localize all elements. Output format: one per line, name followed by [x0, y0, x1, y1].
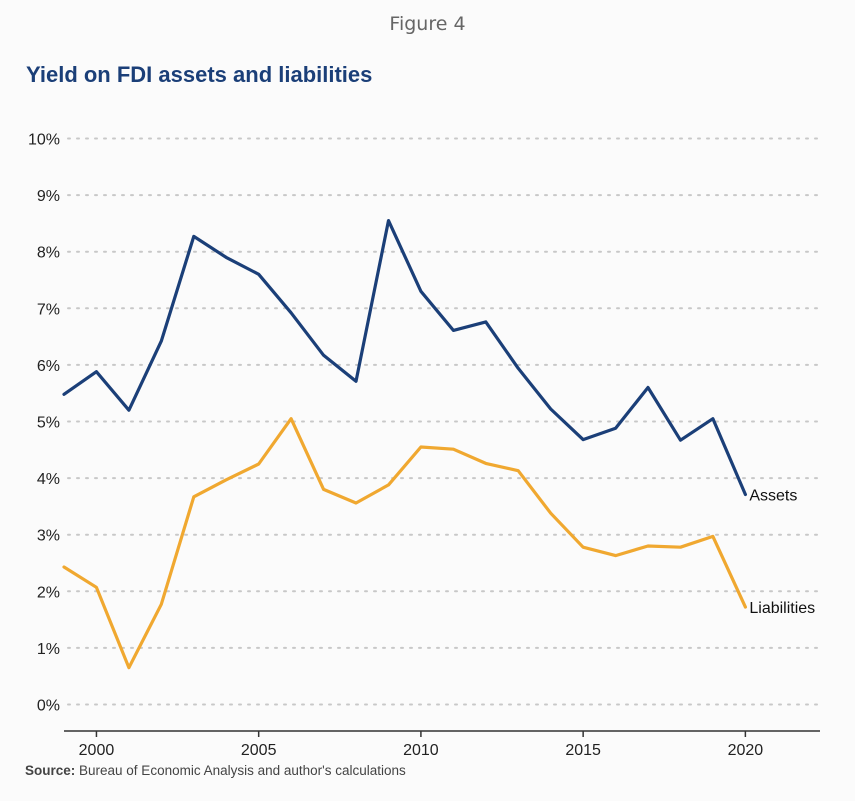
- series-line-liabilities: [62, 417, 748, 670]
- x-tick-label: 2015: [565, 742, 601, 759]
- data-point-assets: [387, 219, 390, 222]
- data-point-liabilities: [484, 462, 487, 465]
- data-point-assets: [484, 320, 487, 323]
- data-point-assets: [95, 370, 98, 373]
- data-point-liabilities: [322, 488, 325, 491]
- series-lines: [62, 219, 748, 670]
- y-axis-tick-labels: 0% 1% 2% 3% 4% 5% 6% 7% 8% 9% 10%: [28, 132, 60, 715]
- y-tick-label: 3%: [37, 528, 60, 545]
- data-point-liabilities: [225, 478, 228, 481]
- data-point-liabilities: [192, 495, 195, 498]
- y-tick-label: 0%: [37, 698, 60, 715]
- series-line-assets: [62, 219, 748, 497]
- data-point-liabilities: [614, 554, 617, 557]
- data-point-liabilities: [549, 512, 552, 515]
- data-point-liabilities: [62, 565, 65, 568]
- data-point-assets: [679, 439, 682, 442]
- x-tick-label: 2005: [241, 742, 277, 759]
- gridlines: [67, 137, 821, 706]
- data-point-assets: [192, 235, 195, 238]
- y-tick-label: 10%: [28, 132, 60, 149]
- source-label: Source:: [25, 763, 76, 778]
- source-text: Bureau of Economic Analysis and author's…: [75, 763, 406, 778]
- data-point-liabilities: [354, 501, 357, 504]
- data-point-assets: [614, 427, 617, 430]
- series-label-assets: Assets: [749, 488, 797, 505]
- x-tick-label: 2010: [403, 742, 439, 759]
- y-tick-label: 8%: [37, 245, 60, 262]
- data-point-liabilities: [679, 546, 682, 549]
- data-point-liabilities: [517, 469, 520, 472]
- y-tick-label: 2%: [37, 584, 60, 601]
- data-point-liabilities: [744, 606, 747, 609]
- data-point-assets: [127, 409, 130, 412]
- data-point-assets: [452, 329, 455, 332]
- data-point-liabilities: [452, 448, 455, 451]
- y-tick-label: 9%: [37, 188, 60, 205]
- data-point-assets: [257, 273, 260, 276]
- data-point-assets: [646, 386, 649, 389]
- y-tick-label: 7%: [37, 301, 60, 318]
- y-tick-label: 1%: [37, 641, 60, 658]
- data-point-liabilities: [419, 445, 422, 448]
- data-point-assets: [62, 393, 65, 396]
- data-point-assets: [160, 340, 163, 343]
- chart-title: Yield on FDI assets and liabilities: [26, 62, 373, 87]
- data-point-assets: [354, 380, 357, 383]
- data-point-assets: [549, 407, 552, 410]
- x-axis: 2000 2005 2010 2015 2020: [64, 730, 820, 759]
- data-point-assets: [711, 417, 714, 420]
- data-point-assets: [290, 311, 293, 314]
- data-point-assets: [419, 290, 422, 293]
- data-point-assets: [225, 256, 228, 259]
- data-point-assets: [582, 438, 585, 441]
- data-point-liabilities: [160, 603, 163, 606]
- x-tick-label: 2020: [728, 742, 764, 759]
- data-point-assets: [322, 354, 325, 357]
- data-point-liabilities: [711, 535, 714, 538]
- y-tick-label: 5%: [37, 415, 60, 432]
- data-point-liabilities: [127, 666, 130, 669]
- data-point-liabilities: [290, 417, 293, 420]
- y-tick-label: 4%: [37, 471, 60, 488]
- data-point-liabilities: [582, 546, 585, 549]
- data-point-liabilities: [387, 483, 390, 486]
- x-tick-label: 2000: [79, 742, 115, 759]
- figure-label: Figure 4: [389, 13, 466, 35]
- series-labels: Assets Liabilities: [749, 488, 815, 618]
- series-label-liabilities: Liabilities: [749, 600, 815, 617]
- data-point-liabilities: [95, 586, 98, 589]
- y-tick-label: 6%: [37, 358, 60, 375]
- source-note: Source: Bureau of Economic Analysis and …: [25, 763, 406, 778]
- data-point-assets: [517, 367, 520, 370]
- data-point-liabilities: [257, 462, 260, 465]
- data-point-liabilities: [646, 544, 649, 547]
- data-point-assets: [744, 493, 747, 496]
